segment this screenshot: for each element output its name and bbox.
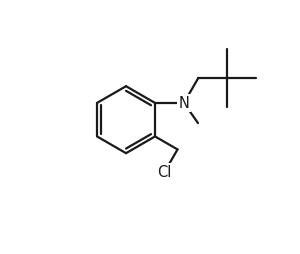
- Text: N: N: [178, 96, 189, 111]
- Text: Cl: Cl: [158, 165, 172, 180]
